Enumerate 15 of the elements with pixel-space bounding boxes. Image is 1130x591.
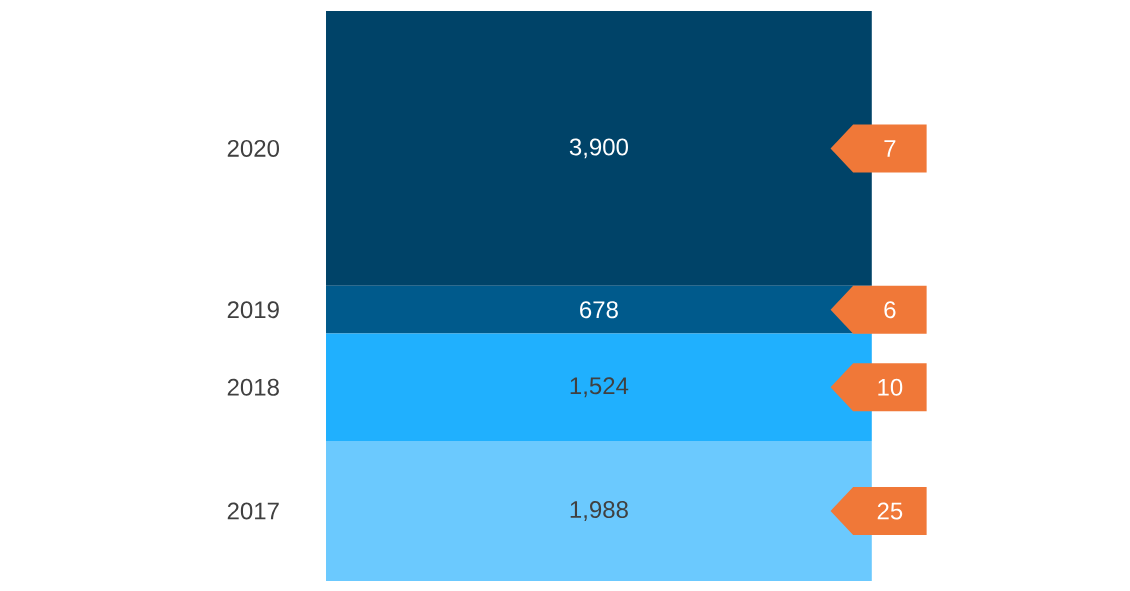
- text: 6: [884, 301, 896, 319]
- data-label: 1,524: [570, 377, 629, 398]
- bar: [326, 440, 872, 581]
- series-label: 2019: [227, 301, 279, 319]
- text: 25: [877, 502, 903, 520]
- text: 7: [884, 140, 896, 157]
- text: 10: [878, 378, 903, 396]
- data-label: 3,900: [569, 138, 628, 159]
- data-label: 1,988: [570, 501, 628, 521]
- data-label: 678: [580, 301, 618, 319]
- series-label: 2020: [227, 139, 279, 157]
- bar: [326, 333, 872, 441]
- series-label: 2018: [227, 378, 279, 396]
- bar: [326, 10, 872, 286]
- series-label: 2017: [227, 502, 279, 520]
